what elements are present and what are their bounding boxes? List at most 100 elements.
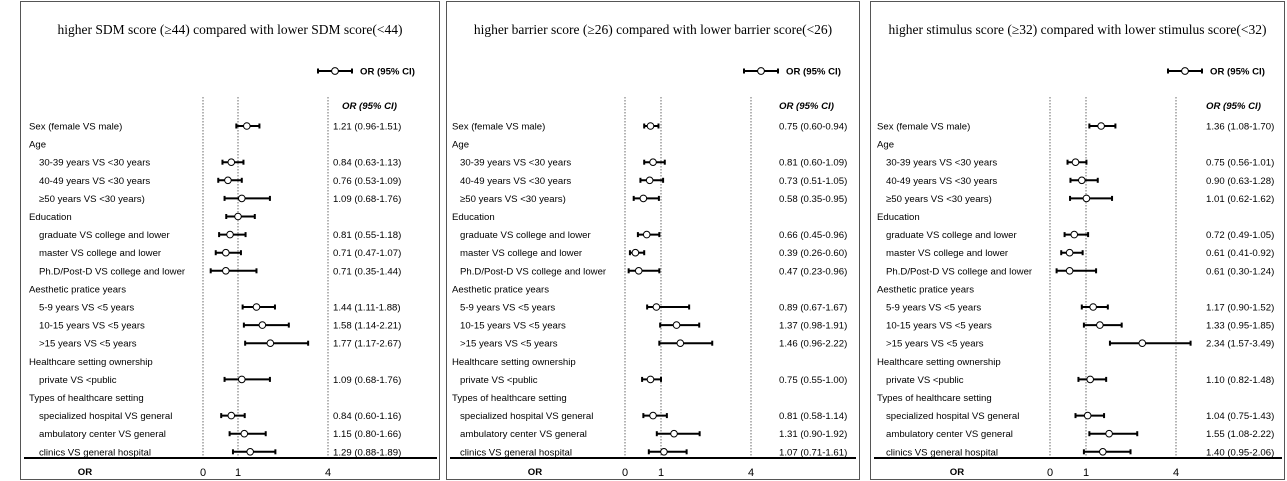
row-label: specialized hospital VS general — [460, 411, 593, 422]
row-label: ≥50 years VS <30 years) — [886, 194, 992, 205]
row-label: 30-39 years VS <30 years — [886, 158, 997, 169]
x-tick-label: 0 — [200, 467, 206, 479]
row-label: Ph.D/Post-D VS college and lower — [886, 266, 1033, 277]
or-value: 0.81 (0.58-1.14) — [779, 411, 847, 422]
row-label: ambulatory center VS general — [460, 429, 587, 440]
row-label: 5-9 years VS <5 years — [39, 303, 134, 314]
or-point — [660, 448, 668, 456]
or-point — [1097, 122, 1105, 130]
row-label: 40-49 years VS <30 years — [39, 176, 150, 187]
row-label: 5-9 years VS <5 years — [460, 303, 555, 314]
or-value: 1.09 (0.68-1.76) — [333, 194, 401, 205]
or-value: 0.84 (0.60-1.16) — [333, 411, 401, 422]
or-value: 1.29 (0.88-1.89) — [333, 447, 401, 458]
or-point — [639, 194, 648, 203]
or-value: 0.66 (0.45-0.96) — [779, 230, 847, 241]
row-label: 5-9 years VS <5 years — [886, 303, 981, 314]
row-label: Sex (female VS male) — [29, 122, 122, 133]
or-point — [1082, 194, 1091, 203]
or-value: 1.17 (0.90-1.52) — [1206, 303, 1274, 314]
row-label: Aesthetic pratice years — [877, 284, 974, 295]
or-point — [652, 303, 661, 311]
row-label: Types of healthcare setting — [877, 393, 992, 404]
or-value: 1.15 (0.80-1.66) — [333, 429, 401, 440]
or-point — [1105, 429, 1113, 438]
or-value: 0.75 (0.56-1.01) — [1206, 158, 1274, 169]
row-label: Education — [452, 212, 495, 223]
or-value: 0.61 (0.41-0.92) — [1206, 248, 1274, 259]
row-label: >15 years VS <5 years — [886, 339, 984, 350]
or-point — [634, 267, 643, 275]
or-value: 1.37 (0.98-1.91) — [779, 321, 847, 332]
or-value: 0.75 (0.55-1.00) — [779, 375, 847, 386]
row-label: Age — [877, 140, 894, 151]
panel-title: higher barrier score (≥26) compared with… — [474, 22, 832, 37]
x-tick-label: 4 — [1173, 467, 1179, 479]
x-axis-label: OR — [950, 467, 964, 478]
row-label: 40-49 years VS <30 years — [886, 176, 997, 187]
row-label: Healthcare setting ownership — [29, 357, 153, 368]
row-label: >15 years VS <5 years — [39, 339, 137, 350]
or-value: 1.07 (0.71-1.61) — [779, 447, 847, 458]
row-label: ≥50 years VS <30 years) — [39, 194, 145, 205]
row-label: clinics VS general hospital — [460, 447, 572, 458]
x-axis-label: OR — [528, 467, 542, 478]
row-label: master VS college and lower — [39, 248, 162, 259]
or-point — [227, 158, 236, 166]
or-point — [646, 375, 655, 384]
or-value: 1.21 (0.96-1.51) — [333, 122, 401, 133]
legend-point — [757, 67, 765, 75]
or-value: 0.71 (0.47-1.07) — [333, 248, 401, 259]
or-point — [234, 212, 242, 221]
panel-title: higher SDM score (≥44) compared with low… — [58, 22, 403, 37]
row-label: Aesthetic pratice years — [452, 284, 549, 295]
row-label: graduate VS college and lower — [460, 230, 591, 241]
or-value: 0.75 (0.60-0.94) — [779, 122, 847, 133]
or-value: 0.81 (0.55-1.18) — [333, 230, 401, 241]
row-label: Healthcare setting ownership — [877, 357, 1001, 368]
or-point — [1071, 158, 1080, 166]
panel-title: higher stimulus score (≥32) compared wit… — [889, 22, 1267, 37]
or-value: 0.58 (0.35-0.95) — [779, 194, 847, 205]
legend-point — [331, 67, 339, 75]
row-label: master VS college and lower — [460, 248, 583, 259]
row-label: Ph.D/Post-D VS college and lower — [460, 266, 607, 277]
or-point — [646, 122, 655, 130]
row-label: clinics VS general hospital — [886, 447, 998, 458]
or-value: 1.44 (1.11-1.88) — [333, 303, 401, 314]
or-point — [649, 411, 657, 420]
row-label: Healthcare setting ownership — [452, 357, 576, 368]
x-tick-label: 1 — [658, 467, 664, 479]
or-value: 1.40 (0.95-2.06) — [1206, 447, 1274, 458]
or-point — [1078, 176, 1086, 185]
or-point — [649, 158, 657, 166]
row-label: 30-39 years VS <30 years — [39, 158, 150, 169]
or-point — [672, 321, 681, 329]
row-label: ≥50 years VS <30 years) — [460, 194, 566, 205]
row-label: clinics VS general hospital — [39, 447, 151, 458]
or-point — [1086, 375, 1094, 384]
or-value: 0.73 (0.51-1.05) — [779, 176, 847, 187]
or-value: 0.84 (0.63-1.13) — [333, 158, 401, 169]
row-label: Types of healthcare setting — [452, 393, 567, 404]
row-label: >15 years VS <5 years — [460, 339, 558, 350]
or-value: 0.90 (0.63-1.28) — [1206, 176, 1274, 187]
row-label: ambulatory center VS general — [39, 429, 166, 440]
or-point — [1065, 267, 1074, 275]
forest-panel-2: higher barrier score (≥26) compared with… — [446, 1, 860, 480]
x-tick-label: 1 — [235, 467, 241, 479]
or-point — [1070, 230, 1079, 239]
row-label: Aesthetic pratice years — [29, 284, 126, 295]
or-point — [1089, 303, 1097, 311]
row-label: private VS <public — [886, 375, 964, 386]
or-value: 0.39 (0.26-0.60) — [779, 248, 847, 259]
panel-frame — [446, 1, 860, 480]
panel-frame — [870, 1, 1285, 480]
row-label: ambulatory center VS general — [886, 429, 1013, 440]
row-label: 10-15 years VS <5 years — [460, 321, 566, 332]
or-point — [631, 248, 640, 257]
or-value: 1.09 (0.68-1.76) — [333, 375, 401, 386]
or-point — [1096, 321, 1104, 329]
column-header: OR (95% CI) — [779, 101, 834, 112]
